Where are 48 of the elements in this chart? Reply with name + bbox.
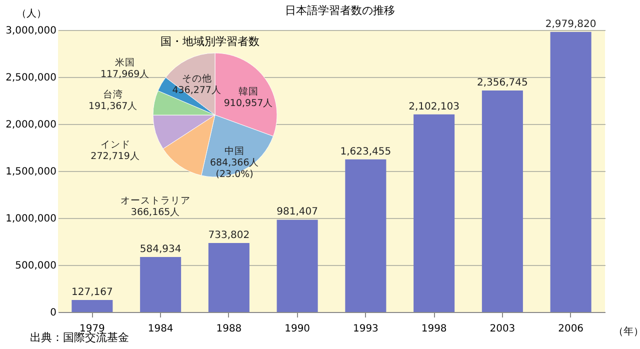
- y-tick-label: 2,500,000: [6, 72, 56, 84]
- x-axis-title: （年）: [614, 326, 640, 338]
- chart-title: 日本語学習者数の推移: [285, 3, 395, 18]
- y-tick-label: 1,500,000: [6, 166, 56, 178]
- x-tick-label: 1993: [352, 324, 378, 334]
- y-tick-label: 500,000: [15, 260, 56, 272]
- bar: [550, 32, 592, 312]
- data-label: 684,366人 (23.0%): [210, 157, 260, 180]
- data-label: 2,102,103: [408, 101, 460, 112]
- slice-label: 米国: [115, 56, 136, 69]
- data-label: 272,719人: [90, 151, 140, 162]
- data-label: 910,957人: [224, 98, 274, 110]
- data-label: 366,165人: [130, 206, 180, 218]
- x-tick-label: 1990: [284, 324, 310, 334]
- bar: [276, 220, 318, 312]
- x-tick-label: 1984: [148, 324, 174, 334]
- x-tick-label: 1998: [421, 324, 447, 334]
- data-label: 117,969人: [100, 69, 150, 80]
- slice-label: その他: [182, 72, 212, 84]
- data-label: 191,367人: [88, 100, 138, 112]
- data-label: 981,407: [276, 206, 318, 218]
- data-label: 2,979,820: [545, 18, 596, 30]
- slice-label: インド: [100, 140, 130, 151]
- bar: [208, 243, 250, 312]
- data-label: 1,623,455: [340, 146, 392, 158]
- data-label: 2,356,745: [476, 77, 528, 88]
- y-tick-label: 2,000,000: [6, 120, 56, 130]
- bar: [72, 300, 113, 312]
- x-tick-label: 2003: [490, 324, 516, 334]
- slice-label: 台湾: [103, 88, 124, 100]
- x-tick-label: 2006: [558, 324, 584, 334]
- bar: [414, 114, 455, 312]
- data-label: 127,167: [72, 287, 113, 298]
- data-label: 733,802: [208, 230, 250, 242]
- bar: [140, 257, 182, 312]
- source-note: 出典：国際交流基金: [30, 331, 129, 345]
- y-tick-label: 0: [50, 308, 56, 318]
- y-tick-label: 3,000,000: [6, 26, 56, 36]
- y-tick-label: 1,000,000: [6, 214, 56, 224]
- slice-label: 韓国: [238, 86, 259, 98]
- chart-title: 国・地域別学習者数: [160, 34, 260, 49]
- slice-label: オーストラリア: [120, 195, 191, 206]
- bar: [345, 159, 386, 312]
- data-label: 584,934: [140, 244, 182, 256]
- slice-label: 中国: [224, 144, 245, 157]
- y-axis-title: （人）: [16, 8, 46, 20]
- bar: [482, 90, 523, 312]
- x-tick-label: 1988: [216, 324, 242, 334]
